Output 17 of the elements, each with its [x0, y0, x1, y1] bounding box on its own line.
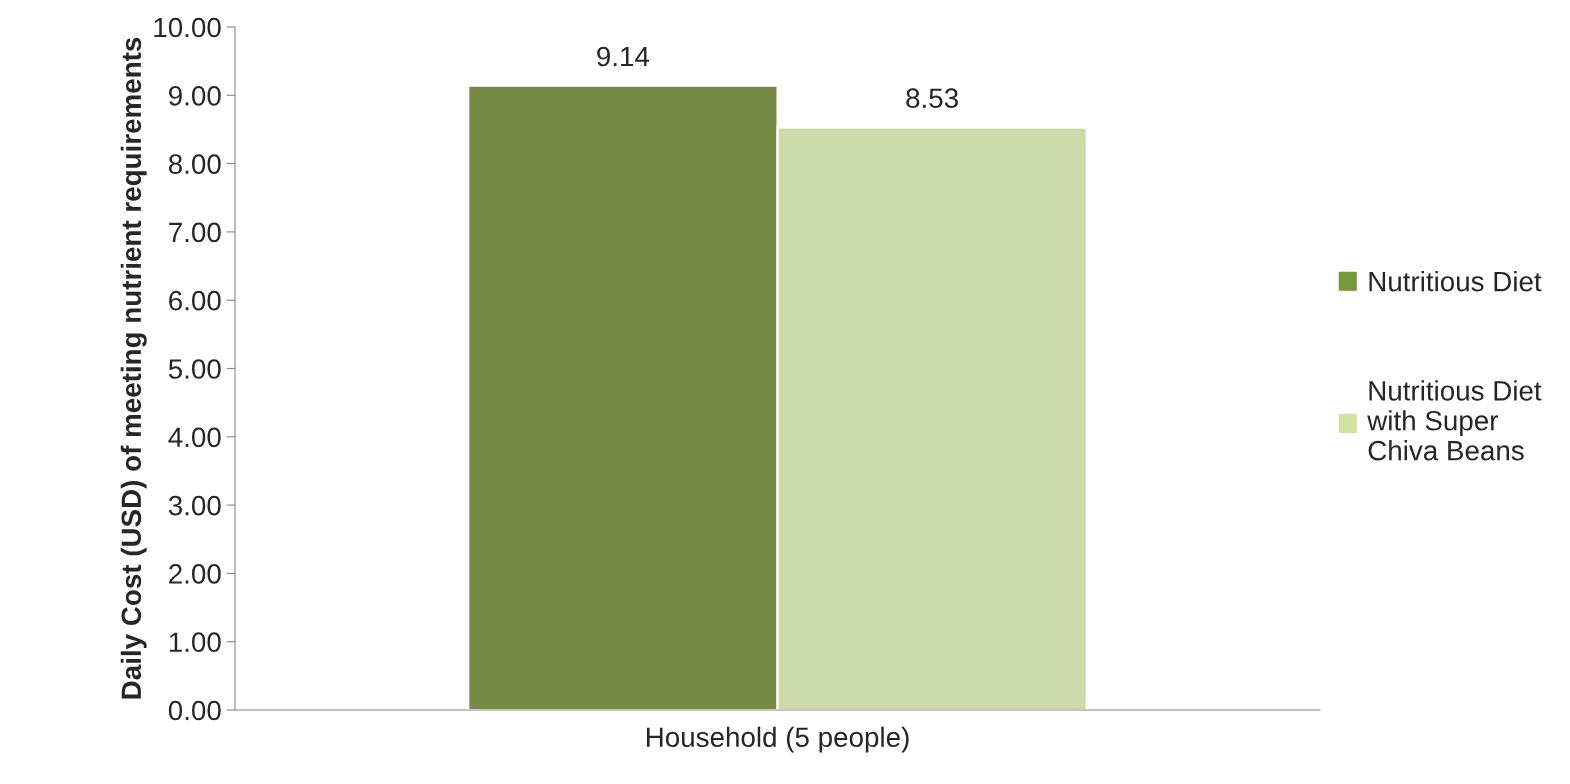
- y-tick-label: 0.00: [168, 700, 221, 721]
- y-tick-label: 2.00: [169, 564, 221, 584]
- y-tick-label: 3.00: [168, 495, 221, 516]
- y-tick-label: 1.00: [169, 632, 221, 653]
- y-tick-label: 9.00: [169, 85, 221, 106]
- y-tick-label: 8.00: [168, 154, 221, 174]
- data-label: 9.14: [597, 46, 650, 67]
- legend-label: Nutritious Diet with Super Chiva Beans: [1367, 380, 1542, 461]
- y-tick-label: 10.00: [154, 17, 221, 38]
- x-tick-label: Household (5 people): [646, 726, 909, 753]
- legend-label: Nutritious Diet: [1369, 271, 1542, 292]
- y-tick-label: 7.00: [169, 222, 221, 243]
- data-label: 8.53: [906, 88, 958, 109]
- y-tick-label: 6.00: [169, 290, 221, 311]
- y-tick-label: 4.00: [168, 427, 221, 448]
- y-tick-label: 5.00: [168, 359, 221, 379]
- y-axis-title: Daily Cost (USD) of meeting nutrient requirements: [120, 37, 147, 699]
